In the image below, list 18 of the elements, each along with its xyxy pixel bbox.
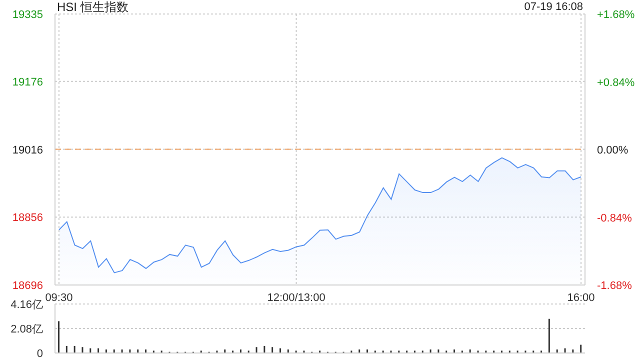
y-tick-label: 19176 xyxy=(12,76,43,88)
y2-tick-label: -0.84% xyxy=(597,212,632,224)
y2-tick-label: -1.68% xyxy=(597,280,632,292)
y-tick-label: 19335 xyxy=(12,9,43,21)
y2-tick-label: +0.84% xyxy=(597,76,635,89)
y2-tick-label: +1.68% xyxy=(597,9,635,21)
text: 07-19 16:08 xyxy=(524,0,583,14)
x-tick-label: 12:00/13:00 xyxy=(267,292,326,304)
chart-title: HSI 恒生指数 xyxy=(57,0,128,14)
y-tick-label: 0 xyxy=(36,348,43,360)
y-tick-label: 2.08亿 xyxy=(10,324,43,336)
y2-tick-label: 0.00% xyxy=(597,144,628,156)
x-tick-label: 16:00 xyxy=(567,292,595,304)
y-tick-label: 18696 xyxy=(12,280,43,292)
y-tick-label: 18856 xyxy=(12,212,43,224)
y-tick-label: 4.16亿 xyxy=(10,299,43,311)
x-tick-label: 09:30 xyxy=(45,292,73,304)
y-tick-label: 19016 xyxy=(12,144,43,156)
